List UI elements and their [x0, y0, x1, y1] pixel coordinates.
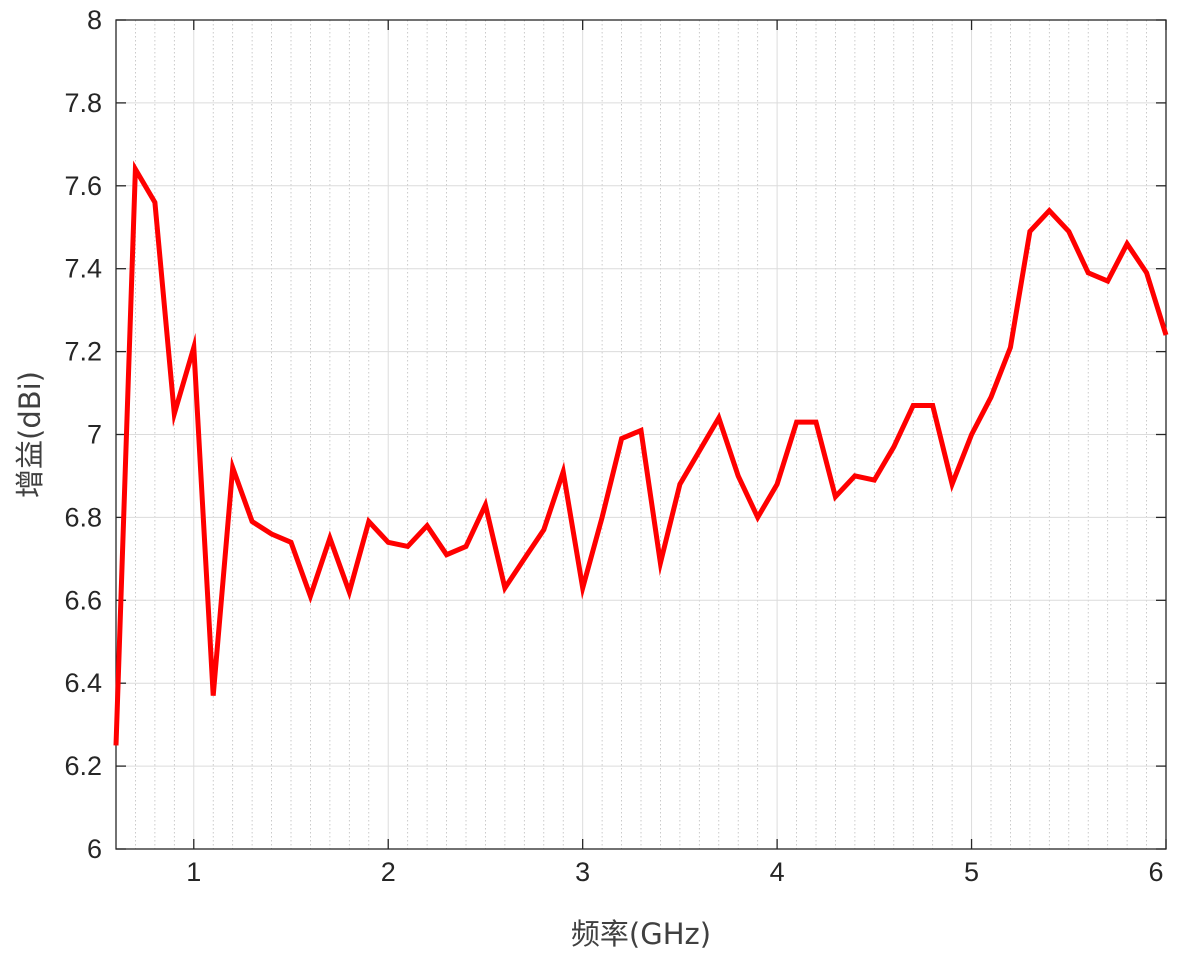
y-tick-label: 7.8	[64, 88, 102, 118]
major-grid	[116, 19, 1167, 850]
x-tick-label: 2	[381, 857, 396, 887]
y-tick-label: 7.6	[64, 171, 102, 201]
series-layer	[113, 160, 1169, 746]
y-tick-label: 6.2	[64, 751, 102, 781]
y-tick-label: 6.4	[64, 668, 102, 698]
y-tick-label: 6.8	[64, 502, 102, 532]
x-tick-label: 1	[186, 857, 201, 887]
x-axis-title: 频率(GHz)	[571, 917, 711, 951]
y-tick-label: 7.2	[64, 337, 102, 367]
y-tick-labels: 6 6.2 6.4 6.6 6.8 7 7.2 7.4 7.6 7.8 8	[64, 5, 102, 864]
y-tick-label: 6	[87, 834, 102, 864]
x-tick-label: 6	[1148, 857, 1163, 887]
x-tick-labels: 1 2 3 4 5 6	[186, 857, 1163, 887]
x-tick-label: 4	[770, 857, 785, 887]
series-line	[113, 160, 1169, 746]
y-tick-label: 7.4	[64, 254, 102, 284]
y-tick-label: 8	[87, 5, 102, 35]
y-tick-label: 6.6	[64, 585, 102, 615]
x-tick-label: 3	[575, 857, 590, 887]
x-tick-label: 5	[964, 857, 979, 887]
axis-ticks	[116, 19, 1167, 850]
y-tick-label: 7	[87, 420, 102, 450]
y-axis-title: 增益(dBi)	[13, 371, 47, 498]
